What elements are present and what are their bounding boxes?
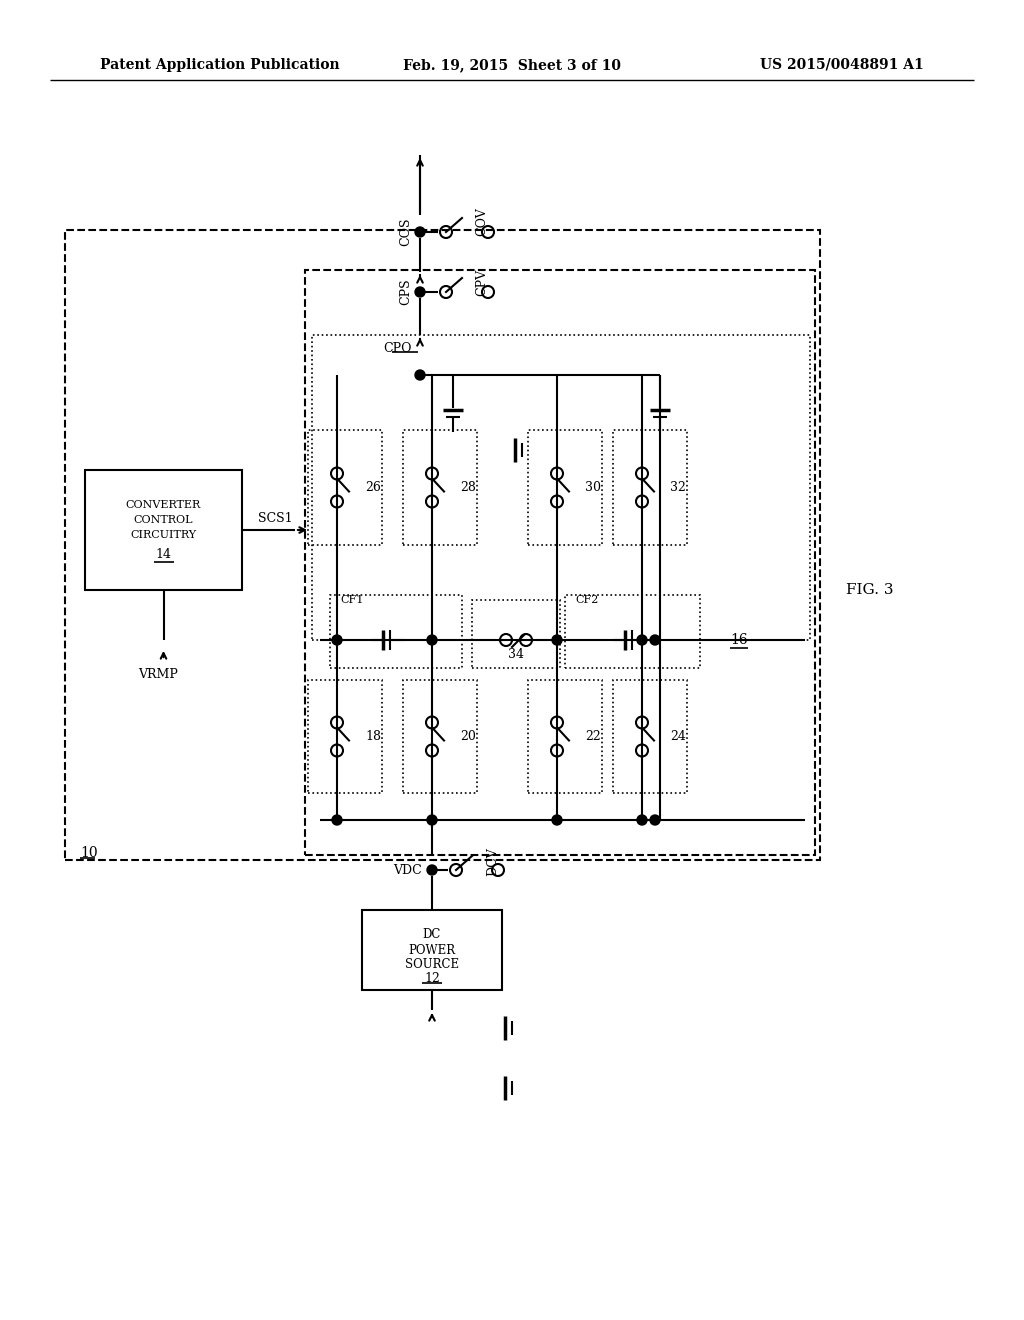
Text: CONVERTER: CONVERTER bbox=[126, 500, 201, 510]
Circle shape bbox=[415, 370, 425, 380]
Text: US 2015/0048891 A1: US 2015/0048891 A1 bbox=[760, 58, 924, 73]
Text: 26: 26 bbox=[365, 480, 381, 494]
Circle shape bbox=[637, 814, 647, 825]
Bar bbox=[305, 271, 815, 855]
Text: 20: 20 bbox=[460, 730, 476, 743]
Text: 18: 18 bbox=[365, 730, 381, 743]
Bar bbox=[308, 430, 382, 545]
Text: 28: 28 bbox=[460, 480, 476, 494]
Text: POWER: POWER bbox=[409, 944, 456, 957]
Text: FIG. 3: FIG. 3 bbox=[846, 583, 894, 597]
Circle shape bbox=[637, 635, 647, 645]
Text: 16: 16 bbox=[730, 634, 748, 647]
Bar bbox=[403, 430, 477, 545]
Bar bbox=[528, 430, 602, 545]
Circle shape bbox=[415, 227, 425, 238]
Bar bbox=[330, 595, 462, 668]
Circle shape bbox=[427, 814, 437, 825]
Text: SCS1: SCS1 bbox=[258, 511, 292, 524]
Text: CONTROL: CONTROL bbox=[134, 515, 194, 525]
Text: DC: DC bbox=[423, 928, 441, 941]
Text: SOURCE: SOURCE bbox=[404, 958, 459, 972]
Text: COV: COV bbox=[475, 207, 488, 236]
Circle shape bbox=[552, 814, 562, 825]
Text: COS: COS bbox=[399, 218, 412, 247]
Text: 14: 14 bbox=[156, 549, 171, 561]
Circle shape bbox=[650, 635, 660, 645]
Text: DCV: DCV bbox=[486, 847, 499, 876]
Circle shape bbox=[427, 865, 437, 875]
Bar bbox=[565, 595, 700, 668]
Text: 22: 22 bbox=[585, 730, 601, 743]
Text: VRMP: VRMP bbox=[138, 668, 178, 681]
Text: Feb. 19, 2015  Sheet 3 of 10: Feb. 19, 2015 Sheet 3 of 10 bbox=[403, 58, 621, 73]
Text: 32: 32 bbox=[670, 480, 686, 494]
Bar bbox=[85, 470, 242, 590]
Text: 30: 30 bbox=[585, 480, 601, 494]
Bar bbox=[613, 430, 687, 545]
Text: CF2: CF2 bbox=[575, 595, 598, 605]
Circle shape bbox=[650, 814, 660, 825]
Bar bbox=[403, 680, 477, 793]
Text: CF1: CF1 bbox=[340, 595, 364, 605]
Text: 24: 24 bbox=[670, 730, 686, 743]
Text: Patent Application Publication: Patent Application Publication bbox=[100, 58, 340, 73]
Circle shape bbox=[415, 286, 425, 297]
Bar bbox=[472, 601, 560, 668]
Circle shape bbox=[552, 635, 562, 645]
Text: 12: 12 bbox=[424, 972, 440, 985]
Text: VDC: VDC bbox=[393, 863, 422, 876]
Text: 34: 34 bbox=[508, 648, 524, 661]
Text: CPS: CPS bbox=[399, 279, 412, 305]
Bar bbox=[312, 335, 810, 640]
Bar bbox=[362, 909, 502, 990]
Text: 10: 10 bbox=[80, 846, 97, 861]
Bar bbox=[65, 230, 820, 861]
Text: CIRCUITRY: CIRCUITRY bbox=[130, 531, 197, 540]
Circle shape bbox=[427, 635, 437, 645]
Bar bbox=[613, 680, 687, 793]
Circle shape bbox=[332, 635, 342, 645]
Text: CPO: CPO bbox=[384, 342, 412, 355]
Text: CPV: CPV bbox=[475, 268, 488, 296]
Bar bbox=[308, 680, 382, 793]
Bar bbox=[528, 680, 602, 793]
Circle shape bbox=[332, 814, 342, 825]
